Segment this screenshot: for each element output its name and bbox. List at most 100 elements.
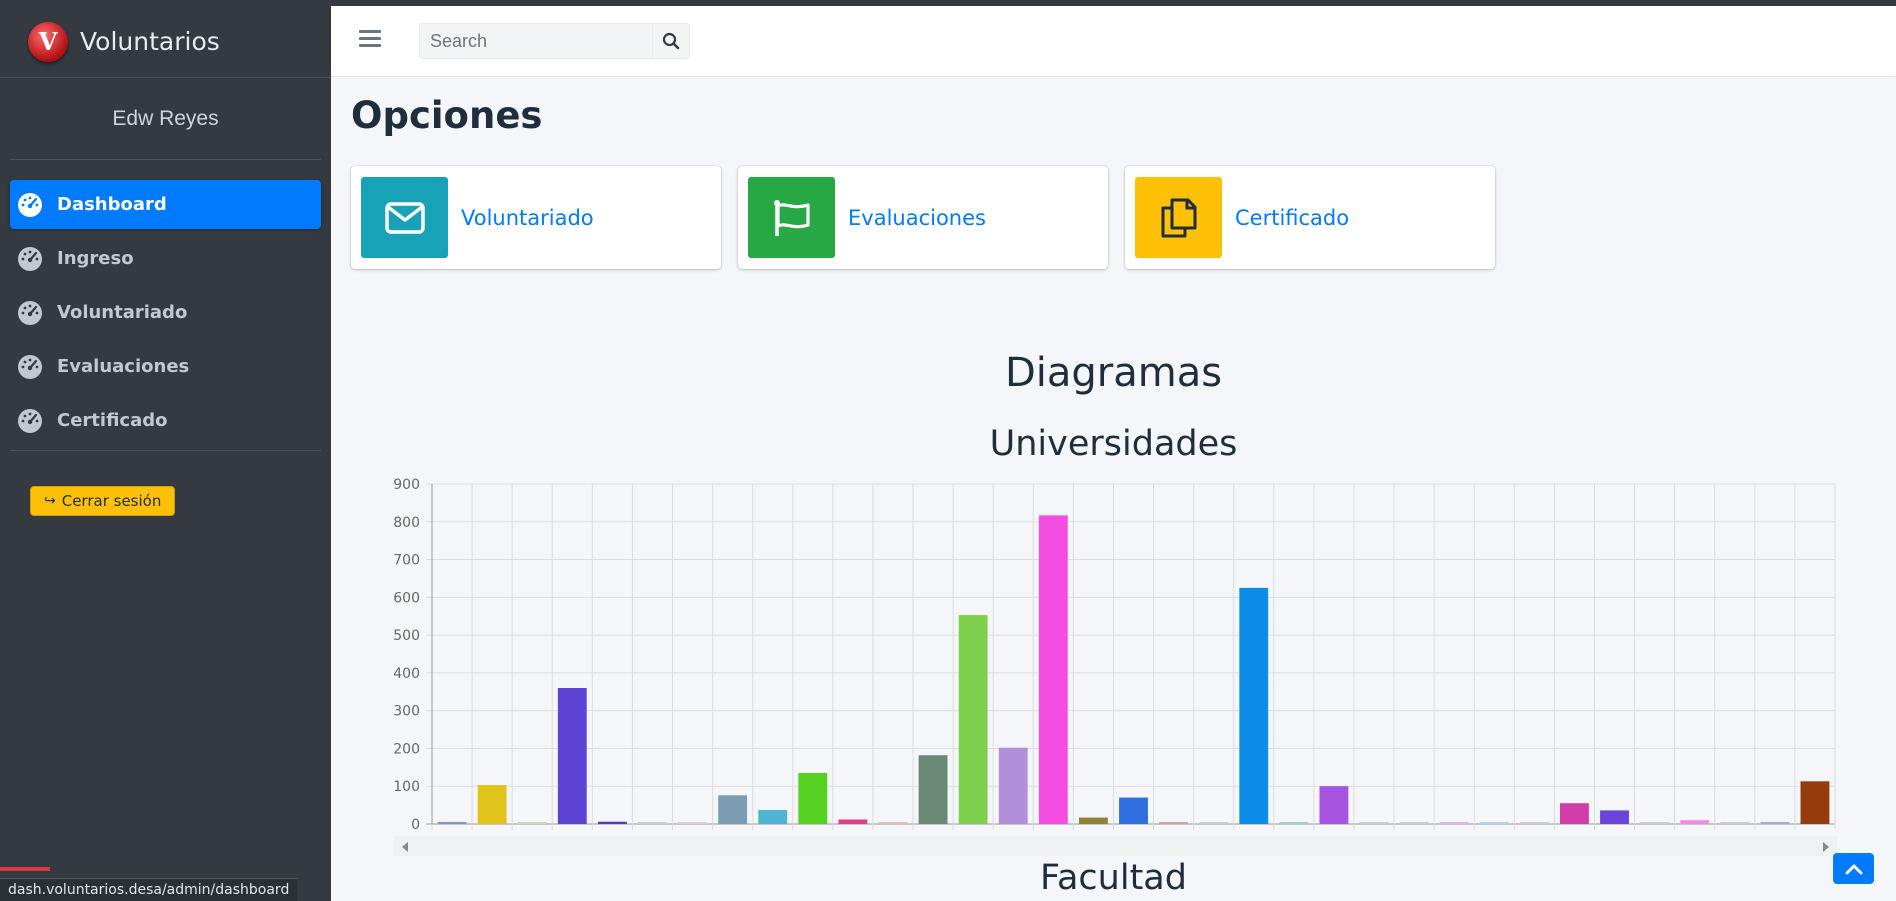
card-voluntariado[interactable]: Voluntariado: [351, 166, 721, 269]
chart-bar[interactable]: [918, 755, 948, 824]
chart-bar[interactable]: [838, 819, 868, 824]
y-tick-label: 300: [393, 704, 420, 720]
chart-bar[interactable]: [1439, 822, 1469, 824]
search-button[interactable]: [652, 23, 690, 59]
tachometer-icon: [18, 354, 42, 379]
y-tick-label: 400: [393, 666, 420, 682]
flag-icon: [773, 199, 810, 236]
top-navbar: [331, 6, 1896, 77]
chart-bar[interactable]: [678, 822, 707, 824]
chart-bar[interactable]: [1479, 822, 1509, 824]
card-evaluaciones[interactable]: Evaluaciones: [738, 166, 1108, 269]
chart-bar[interactable]: [878, 822, 908, 824]
sidebar-item-voluntariado[interactable]: Voluntariado: [10, 288, 321, 337]
window-top-strip: [0, 0, 1896, 6]
chart-bar[interactable]: [1319, 786, 1349, 824]
sidebar-item-label: Evaluaciones: [57, 356, 190, 377]
y-tick-label: 700: [393, 553, 420, 569]
brand-name: Voluntarios: [80, 27, 220, 56]
brand-link[interactable]: V Voluntarios: [0, 0, 331, 78]
sidebar-item-label: Voluntariado: [57, 302, 188, 323]
chart-bar[interactable]: [998, 747, 1028, 824]
chart-bar[interactable]: [597, 821, 627, 824]
sidebar-item-ingreso[interactable]: Ingreso: [10, 234, 321, 283]
y-tick-label: 600: [393, 590, 420, 606]
chart-bar[interactable]: [1760, 822, 1790, 824]
chart-bar[interactable]: [758, 810, 788, 824]
chart-bar[interactable]: [1239, 587, 1269, 824]
brand-logo: V: [28, 21, 68, 62]
sign-out-icon: ↪: [44, 493, 56, 509]
chart-bar[interactable]: [638, 822, 667, 824]
tachometer-icon: [18, 192, 42, 217]
sidebar-nav: Dashboard Ingreso Voluntariado Evaluacio…: [0, 160, 331, 445]
y-tick-label: 500: [393, 628, 420, 644]
tachometer-icon: [18, 246, 42, 271]
card-label[interactable]: Certificado: [1235, 205, 1350, 230]
envelope-icon: [384, 201, 425, 234]
chart-bar[interactable]: [517, 822, 547, 824]
sidebar-item-label: Ingreso: [57, 248, 134, 269]
chart-bar[interactable]: [1078, 817, 1108, 824]
sidebar: V Voluntarios Edw Reyes Dashboard Ingres…: [0, 0, 331, 901]
search-icon: [662, 32, 680, 50]
chart-bar[interactable]: [1560, 803, 1589, 824]
chart-bar[interactable]: [437, 822, 467, 824]
chart-bar[interactable]: [477, 785, 507, 824]
chart-bar[interactable]: [1279, 822, 1309, 824]
chart-scrollbar[interactable]: [394, 836, 1837, 856]
sidebar-item-dashboard[interactable]: Dashboard: [10, 180, 321, 229]
chart-bar[interactable]: [1199, 822, 1229, 824]
page-title: Opciones: [351, 94, 543, 137]
y-tick-label: 0: [411, 817, 420, 833]
copy-icon: [1161, 198, 1196, 237]
user-name[interactable]: Edw Reyes: [112, 106, 219, 130]
chart-bar[interactable]: [1519, 822, 1549, 824]
card-certificado[interactable]: Certificado: [1125, 166, 1495, 269]
section-title: Diagramas: [1004, 350, 1223, 396]
chart-bar[interactable]: [1640, 822, 1670, 824]
chart-bar[interactable]: [958, 615, 988, 824]
y-tick-label: 200: [393, 741, 420, 757]
chart-bar[interactable]: [1159, 822, 1189, 824]
card-icon-box: [1135, 177, 1222, 258]
tachometer-icon: [18, 408, 42, 433]
user-panel: Edw Reyes: [10, 78, 321, 160]
chart-bar[interactable]: [1600, 810, 1629, 824]
sidebar-item-label: Dashboard: [57, 194, 167, 215]
chart-bar[interactable]: [1119, 797, 1148, 824]
scroll-left-icon[interactable]: [402, 842, 408, 852]
chart-bar[interactable]: [1038, 515, 1068, 824]
chart-bar[interactable]: [1800, 781, 1830, 824]
sidebar-divider: [10, 450, 321, 451]
chart-title: Universidades: [989, 424, 1238, 464]
card-icon-box: [361, 177, 448, 258]
logout-button[interactable]: ↪ Cerrar sesión: [30, 486, 176, 516]
card-icon-box: [748, 177, 835, 258]
chart-bar[interactable]: [557, 688, 587, 824]
card-label[interactable]: Evaluaciones: [848, 205, 986, 230]
logout-label: Cerrar sesión: [61, 492, 162, 510]
chart-bar[interactable]: [1720, 822, 1750, 824]
y-tick-label: 900: [393, 477, 420, 493]
tachometer-icon: [18, 300, 42, 325]
y-tick-label: 800: [393, 515, 420, 531]
chart-bar[interactable]: [1680, 820, 1710, 824]
card-label[interactable]: Voluntariado: [461, 205, 594, 230]
chart-svg: 0 100 200 300 400 500 600 700 800 900: [393, 477, 1836, 833]
chart-bar[interactable]: [1359, 822, 1389, 824]
status-indicator: [0, 867, 50, 871]
y-tick-label: 100: [393, 779, 420, 795]
chart-bar[interactable]: [1399, 822, 1429, 824]
sidebar-item-certificado[interactable]: Certificado: [10, 396, 321, 445]
universidades-chart: 0 100 200 300 400 500 600 700 800 900: [360, 470, 1840, 860]
chart-bar[interactable]: [718, 795, 748, 824]
scroll-right-icon[interactable]: [1823, 842, 1829, 852]
status-bar-url: dash.voluntarios.desa/admin/dashboard: [0, 878, 298, 901]
search-input[interactable]: [419, 23, 653, 59]
chevron-up-icon: [1845, 864, 1862, 874]
sidebar-item-evaluaciones[interactable]: Evaluaciones: [10, 342, 321, 391]
chart-bar[interactable]: [798, 773, 828, 824]
menu-toggle-icon[interactable]: [359, 30, 381, 48]
back-to-top-button[interactable]: [1833, 853, 1874, 884]
